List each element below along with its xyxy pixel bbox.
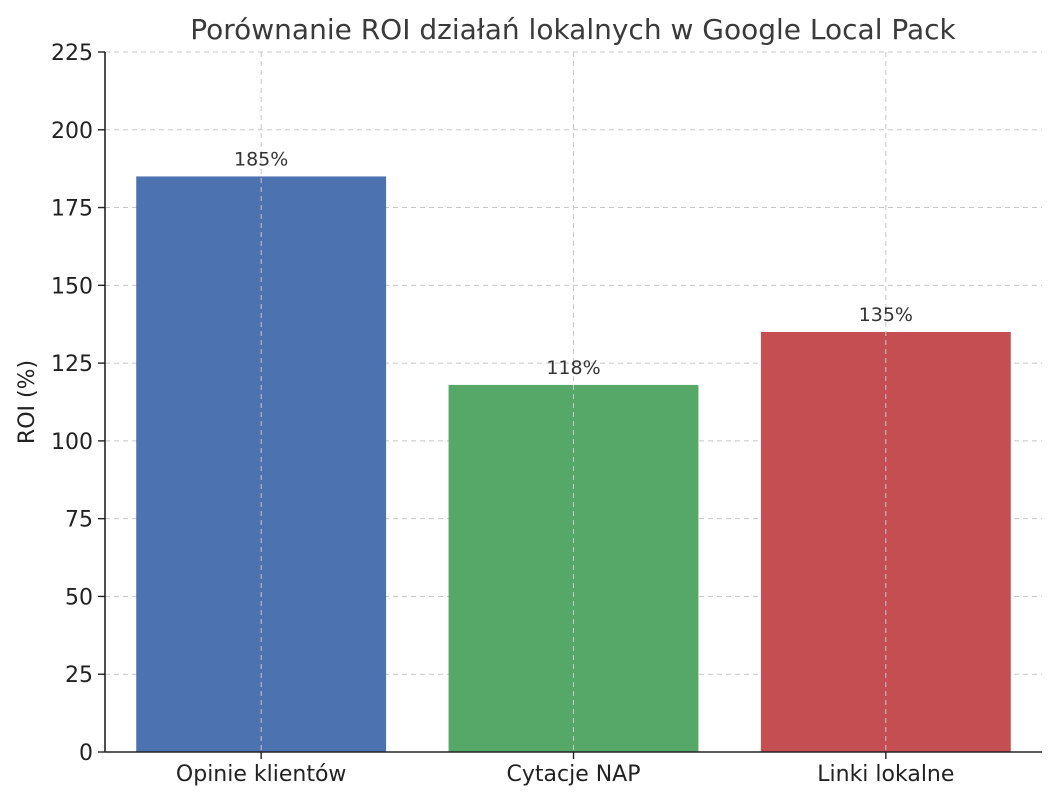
- x-tick-label: Cytacje NAP: [507, 762, 641, 787]
- x-tick-label: Opinie klientów: [176, 762, 347, 787]
- y-tick-label: 225: [51, 41, 93, 66]
- y-tick-label: 175: [51, 197, 93, 222]
- y-tick-label: 50: [65, 585, 93, 610]
- value-labels: 185% 118% 135%: [234, 148, 913, 378]
- y-tick-label: 150: [51, 274, 93, 299]
- y-tick-label: 25: [65, 663, 93, 688]
- bar-value-label: 185%: [234, 148, 288, 170]
- y-tick-label: 125: [51, 352, 93, 377]
- x-tick-label: Linki lokalne: [817, 762, 954, 787]
- y-tick-label: 0: [79, 741, 93, 766]
- x-ticks: Opinie klientów Cytacje NAP Linki lokalne: [176, 752, 954, 787]
- bar-value-label: 135%: [859, 304, 913, 326]
- y-axis-label: ROI (%): [15, 360, 40, 444]
- y-tick-label: 200: [51, 119, 93, 144]
- y-ticks: 0 25 50 75 100 125 150 175 200 225: [51, 41, 105, 766]
- chart-title: Porównanie ROI działań lokalnych w Googl…: [190, 13, 956, 46]
- y-tick-label: 100: [51, 430, 93, 455]
- y-tick-label: 75: [65, 508, 93, 533]
- bar-value-label: 118%: [546, 357, 600, 379]
